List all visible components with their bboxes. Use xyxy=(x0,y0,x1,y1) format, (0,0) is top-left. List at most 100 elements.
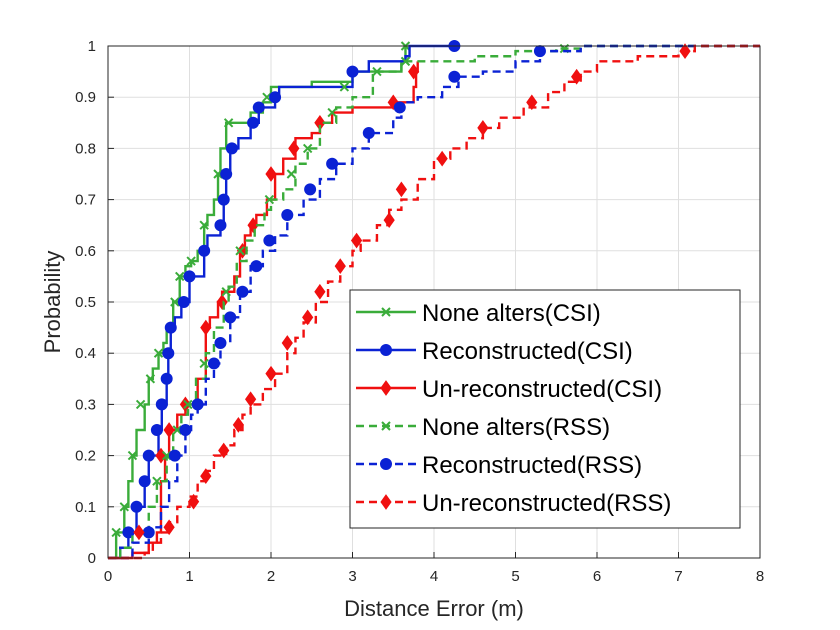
data-point xyxy=(179,424,192,436)
data-point xyxy=(183,270,196,283)
legend-label: Un-reconstructed(RSS) xyxy=(422,490,671,517)
y-tick-label: 0.6 xyxy=(75,243,96,260)
x-tick-label: 6 xyxy=(593,568,601,585)
data-point xyxy=(408,63,420,80)
ticks: 0 1 2 3 4 5 6 7 8 0 0.1 0.2 0.3 0.4 0.5 0.6 0.7 0.8 0.9 1 xyxy=(75,38,764,585)
data-point xyxy=(175,271,185,282)
data-point xyxy=(186,256,196,266)
legend-label: Un-reconstructed(CSI) xyxy=(422,376,662,403)
data-point xyxy=(179,396,192,413)
y-tick-label: 0.3 xyxy=(75,396,96,413)
legend-marker xyxy=(380,380,392,396)
data-point xyxy=(262,92,272,102)
data-point xyxy=(533,45,546,58)
data-point xyxy=(200,319,212,336)
data-point xyxy=(153,348,164,358)
data-point xyxy=(286,169,297,179)
legend-item-reconstructed-csi: Reconstructed(CSI) xyxy=(356,338,633,365)
data-point xyxy=(247,116,260,129)
data-point xyxy=(217,193,230,206)
y-tick-label: 1 xyxy=(88,38,96,55)
data-point xyxy=(163,422,175,438)
legend-item-reconstructed-rss: Reconstructed(RSS) xyxy=(356,452,642,479)
data-point xyxy=(111,527,121,538)
series-un-reconstructed-rss xyxy=(108,43,760,560)
y-axis-label: Probability xyxy=(40,251,65,354)
x-tick-label: 1 xyxy=(185,568,193,585)
data-point xyxy=(191,398,204,411)
data-point xyxy=(314,283,326,300)
data-point xyxy=(245,391,257,408)
data-point xyxy=(199,358,209,369)
x-tick-label: 7 xyxy=(674,568,682,585)
data-point xyxy=(263,234,276,247)
data-point xyxy=(265,365,277,382)
data-point xyxy=(224,311,237,324)
data-point xyxy=(350,232,363,249)
data-point xyxy=(223,118,234,128)
data-point xyxy=(162,347,175,360)
data-point xyxy=(183,399,193,410)
data-point xyxy=(142,449,155,462)
data-point xyxy=(218,442,230,459)
data-point xyxy=(198,244,211,257)
series-line-un-reconstructed-rss xyxy=(108,44,760,560)
data-point xyxy=(130,500,143,513)
data-point xyxy=(160,372,173,385)
data-point xyxy=(448,70,461,83)
series-line-reconstructed-rss xyxy=(108,44,760,560)
y-tick-label: 0.8 xyxy=(75,140,96,157)
legend-box xyxy=(349,289,741,529)
legend-marker xyxy=(380,458,392,470)
legend-item-un-reconstructed-rss: Un-reconstructed(RSS) xyxy=(356,490,671,517)
legend-marker xyxy=(380,494,392,510)
data-point xyxy=(679,43,691,59)
y-tick-label: 0 xyxy=(88,550,96,567)
data-point xyxy=(362,127,375,140)
data-point xyxy=(269,91,282,104)
y-tick-label: 0.1 xyxy=(75,499,96,516)
legend-marker xyxy=(381,421,391,431)
data-point xyxy=(232,417,245,433)
data-point xyxy=(177,296,190,308)
data-point xyxy=(138,475,151,488)
data-point xyxy=(436,150,448,167)
data-point xyxy=(372,66,382,77)
data-point xyxy=(145,374,156,384)
series-reconstructed-rss xyxy=(108,44,760,560)
data-point xyxy=(346,65,359,78)
legend-item-un-reconstructed-csi: Un-reconstructed(CSI) xyxy=(356,376,662,403)
data-point xyxy=(326,157,339,170)
y-tick-label: 0.2 xyxy=(75,448,96,465)
legend-marker xyxy=(380,344,392,356)
data-point xyxy=(168,449,181,462)
data-point xyxy=(235,246,245,256)
data-point xyxy=(250,260,263,273)
data-point xyxy=(334,258,346,275)
data-point xyxy=(400,56,411,67)
x-tick-label: 4 xyxy=(430,568,438,585)
x-axis-label: Distance Error (m) xyxy=(344,596,524,621)
data-point xyxy=(281,335,293,351)
data-point xyxy=(207,357,220,370)
data-point xyxy=(214,336,227,349)
y-tick-label: 0.9 xyxy=(75,89,96,106)
data-point xyxy=(152,476,162,486)
x-tick-label: 5 xyxy=(511,568,519,585)
data-point xyxy=(187,493,200,510)
data-point xyxy=(302,309,314,326)
data-point xyxy=(288,140,300,157)
legend-item-none-alters-csi: None alters(CSI) xyxy=(356,300,601,327)
data-point xyxy=(304,183,317,196)
data-point xyxy=(172,425,182,435)
data-point xyxy=(571,68,583,85)
legend-label: None alters(RSS) xyxy=(422,414,610,441)
data-point xyxy=(221,287,231,297)
data-point xyxy=(327,107,337,118)
data-point xyxy=(220,168,233,180)
data-point xyxy=(265,166,277,182)
data-point xyxy=(213,169,223,179)
series-reconstructed-csi xyxy=(108,40,461,560)
data-point xyxy=(252,101,265,114)
data-point xyxy=(163,519,175,536)
